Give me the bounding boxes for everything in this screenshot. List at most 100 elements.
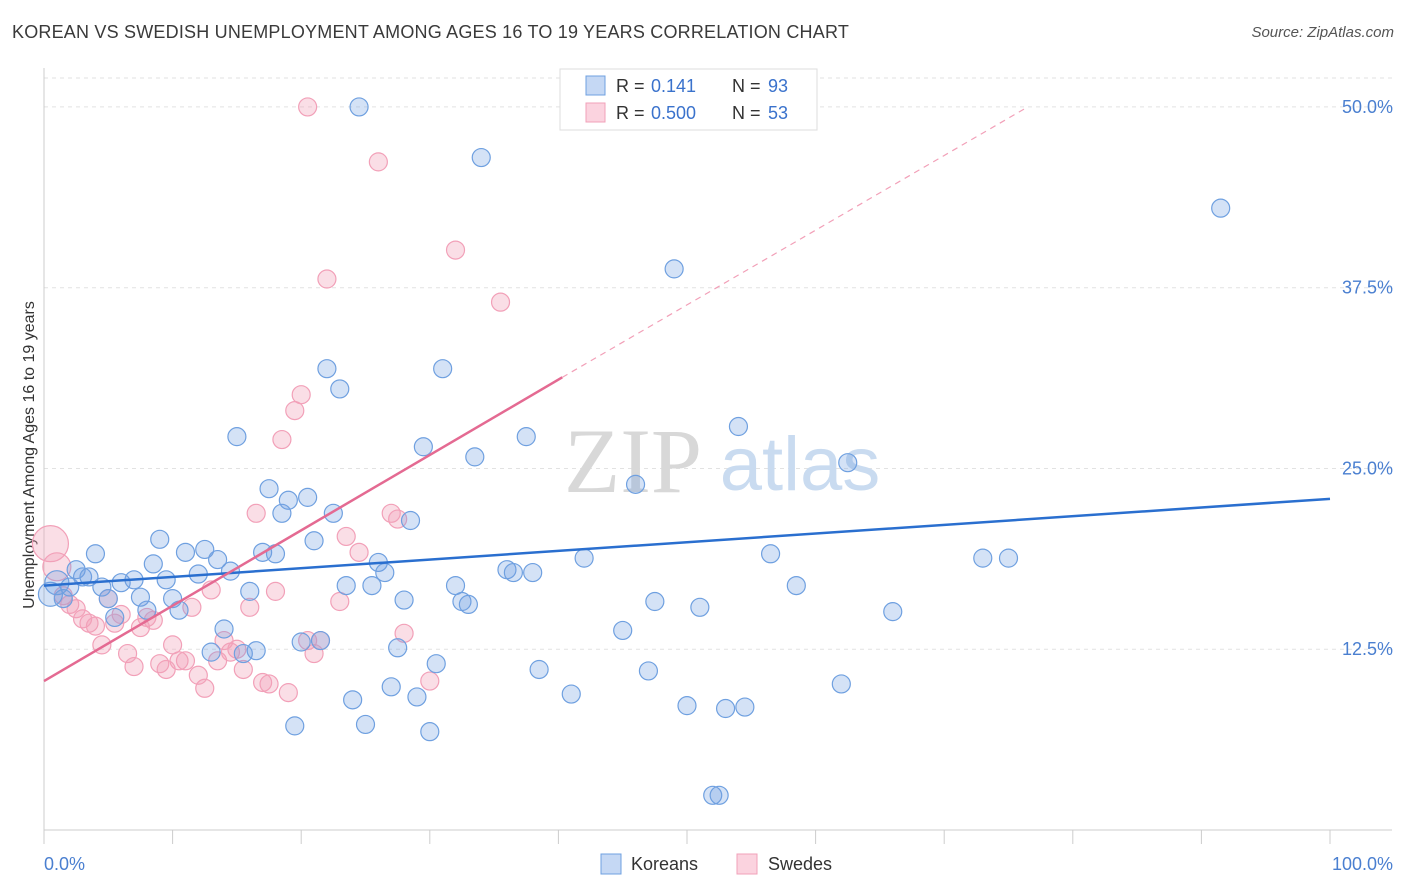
koreans-r-value: 0.141 (651, 76, 696, 96)
watermark-zip: ZIP (564, 410, 702, 512)
koreans-point (240, 581, 260, 601)
koreans-point (465, 447, 485, 467)
swedes-r-label: R = (616, 103, 645, 123)
swedes-point (240, 597, 260, 617)
y-tick-label: 12.5% (1342, 639, 1393, 659)
swedes-point (330, 591, 350, 612)
koreans-point (298, 487, 318, 507)
koreans-point (516, 427, 536, 447)
koreans-legend-label: Koreans (631, 854, 698, 874)
swedes-point (233, 659, 253, 680)
koreans-point (343, 690, 363, 710)
koreans-point (227, 427, 247, 447)
koreans-point (349, 97, 369, 117)
koreans-point (336, 575, 356, 596)
koreans-point (471, 147, 491, 168)
koreans-point (645, 591, 665, 612)
swedes-point (195, 678, 215, 698)
swedes-point (349, 542, 369, 562)
chart-source: Source: ZipAtlas.com (1251, 24, 1394, 41)
koreans-point (259, 479, 279, 499)
koreans-point (529, 659, 549, 680)
koreans-legend-swatch (585, 75, 606, 96)
koreans-point (458, 594, 478, 615)
swedes-legend-swatch (585, 102, 606, 123)
swedes-point (298, 97, 318, 117)
axes (43, 68, 1392, 844)
swedes-point (490, 292, 511, 312)
koreans-point (362, 575, 382, 596)
swedes-point (259, 674, 279, 694)
swedes-point (175, 651, 196, 671)
koreans-point (72, 567, 93, 587)
koreans-point (715, 698, 736, 719)
koreans-point (98, 589, 118, 609)
koreans-point (278, 490, 298, 510)
swedes-point (272, 429, 292, 450)
y-tick-label: 25.0% (1342, 458, 1393, 478)
koreans-point (304, 531, 324, 551)
koreans-point (201, 642, 221, 662)
y-tick-label: 50.0% (1342, 97, 1393, 117)
koreans-point (445, 575, 466, 596)
koreans-point (735, 697, 755, 717)
koreans-point (703, 785, 723, 805)
koreans-point (355, 714, 376, 735)
swedes-point (265, 581, 286, 601)
koreans-point (37, 581, 64, 607)
watermark-atlas: atlas (720, 422, 881, 507)
koreans-point (677, 696, 697, 716)
koreans-point (503, 562, 523, 583)
koreans-point (330, 379, 350, 399)
koreans-point (375, 562, 395, 583)
swedes-point (85, 616, 106, 636)
koreans-point (420, 722, 440, 742)
koreans-point (53, 589, 73, 609)
swedes-point (278, 683, 298, 703)
koreans-point (246, 641, 266, 661)
koreans-point (169, 600, 189, 620)
koreans-point (407, 687, 427, 707)
koreans-point (413, 437, 433, 457)
koreans-point (638, 661, 659, 681)
watermark: ZIP atlas (564, 410, 880, 512)
koreans-point (838, 453, 858, 473)
koreans-point (831, 674, 851, 694)
swedes-point (42, 552, 72, 582)
koreans-point (195, 539, 215, 560)
swedes-n-value: 53 (768, 103, 788, 123)
koreans-point (265, 544, 286, 564)
swedes-trend-line (43, 376, 563, 683)
swedes-bottom-swatch (736, 853, 758, 875)
koreans-point (728, 416, 749, 437)
koreans-trend-line (43, 497, 1331, 587)
koreans-point (709, 785, 729, 805)
x-tick-label-max: 100.0% (1332, 854, 1393, 874)
swedes-point (253, 672, 273, 693)
koreans-point (394, 590, 414, 610)
koreans-point (973, 548, 993, 568)
koreans-point (137, 600, 157, 620)
swedes-r-value: 0.500 (651, 103, 696, 123)
koreans-point (625, 474, 646, 494)
koreans-point (285, 716, 305, 736)
koreans-point (143, 554, 163, 574)
koreans-point (426, 654, 446, 674)
koreans-point (105, 607, 125, 628)
swedes-point (291, 385, 311, 405)
swedes-point (66, 599, 86, 619)
swedes-point (317, 269, 337, 289)
koreans-point (561, 684, 581, 704)
swedes-trend-extension (561, 106, 1029, 378)
koreans-point (175, 542, 196, 562)
koreans-point (310, 630, 331, 651)
koreans-point (150, 529, 170, 549)
koreans-point (400, 510, 421, 531)
koreans-point (85, 544, 106, 564)
swedes-point (163, 635, 183, 655)
koreans-point (523, 562, 543, 583)
swedes-points (31, 97, 511, 703)
series-legend: Koreans Swedes (600, 853, 832, 875)
koreans-point (613, 620, 633, 641)
